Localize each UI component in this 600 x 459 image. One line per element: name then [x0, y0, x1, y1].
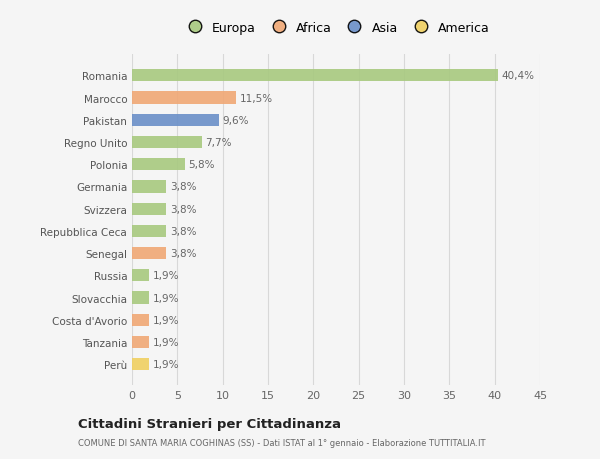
Bar — [132, 292, 149, 304]
Bar — [132, 159, 185, 171]
Text: 3,8%: 3,8% — [170, 249, 197, 258]
Text: Cittadini Stranieri per Cittadinanza: Cittadini Stranieri per Cittadinanza — [78, 417, 341, 430]
Text: 3,8%: 3,8% — [170, 226, 197, 236]
Bar — [132, 92, 236, 105]
Text: 1,9%: 1,9% — [153, 359, 179, 369]
Bar — [132, 336, 149, 348]
Text: 1,9%: 1,9% — [153, 337, 179, 347]
Bar — [132, 358, 149, 370]
Text: 7,7%: 7,7% — [205, 138, 232, 148]
Bar — [132, 181, 166, 193]
Bar — [132, 114, 219, 127]
Text: 1,9%: 1,9% — [153, 293, 179, 303]
Text: 9,6%: 9,6% — [223, 116, 249, 125]
Bar — [132, 314, 149, 326]
Text: 5,8%: 5,8% — [188, 160, 215, 170]
Text: 3,8%: 3,8% — [170, 182, 197, 192]
Bar — [132, 269, 149, 282]
Bar — [132, 247, 166, 260]
Text: 40,4%: 40,4% — [502, 71, 535, 81]
Text: 1,9%: 1,9% — [153, 315, 179, 325]
Bar — [132, 203, 166, 215]
Text: 1,9%: 1,9% — [153, 271, 179, 281]
Bar — [132, 225, 166, 237]
Bar — [132, 137, 202, 149]
Bar — [132, 70, 498, 82]
Text: COMUNE DI SANTA MARIA COGHINAS (SS) - Dati ISTAT al 1° gennaio - Elaborazione TU: COMUNE DI SANTA MARIA COGHINAS (SS) - Da… — [78, 438, 485, 447]
Text: 3,8%: 3,8% — [170, 204, 197, 214]
Legend: Europa, Africa, Asia, America: Europa, Africa, Asia, America — [182, 22, 490, 34]
Text: 11,5%: 11,5% — [240, 93, 273, 103]
